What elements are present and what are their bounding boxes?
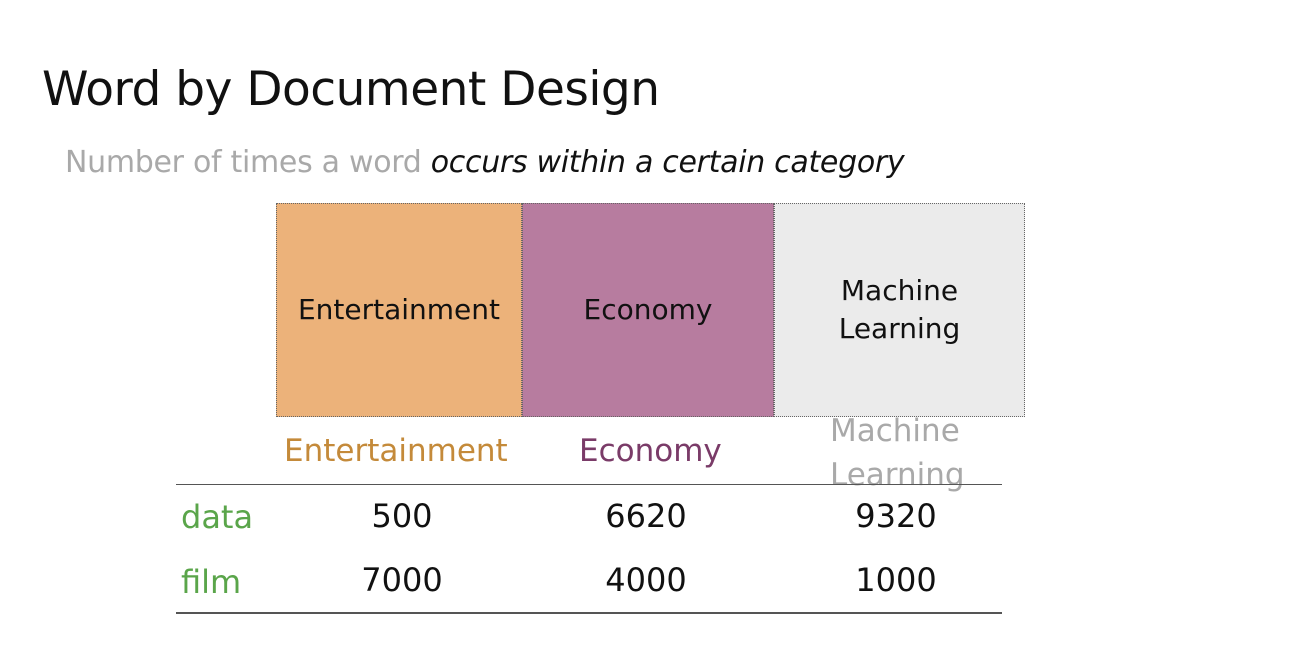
category-box-machine-learning: Machine Learning (774, 203, 1025, 417)
table-header-machine-learning: Machine Learning (830, 413, 965, 493)
table-top-rule (176, 484, 1002, 485)
category-box-economy: Economy (522, 203, 774, 417)
subtitle-emphasis-text: occurs within a certain category (430, 145, 905, 180)
category-label-entertainment: Entertainment (297, 293, 501, 326)
category-label-economy: Economy (583, 293, 713, 326)
cell-data-machine-learning: 9320 (855, 497, 937, 535)
row-label-data: data (181, 498, 254, 536)
cell-film-economy: 4000 (605, 561, 687, 599)
category-label-machine-learning: Machine Learning (838, 274, 961, 345)
table-header-entertainment: Entertainment (284, 433, 508, 469)
category-box-entertainment: Entertainment (276, 203, 522, 417)
row-label-film: film (181, 563, 242, 601)
cell-data-economy: 6620 (605, 497, 687, 535)
subtitle-plain-text: Number of times a word (65, 145, 431, 180)
cell-data-entertainment: 500 (371, 497, 433, 535)
cell-film-entertainment: 7000 (361, 561, 443, 599)
table-bottom-rule (176, 612, 1002, 614)
cell-film-machine-learning: 1000 (855, 561, 937, 599)
table-header-economy: Economy (579, 433, 722, 469)
slide-title: Word by Document Design (42, 62, 660, 117)
slide-subtitle: Number of times a word occurs within a c… (65, 145, 905, 180)
